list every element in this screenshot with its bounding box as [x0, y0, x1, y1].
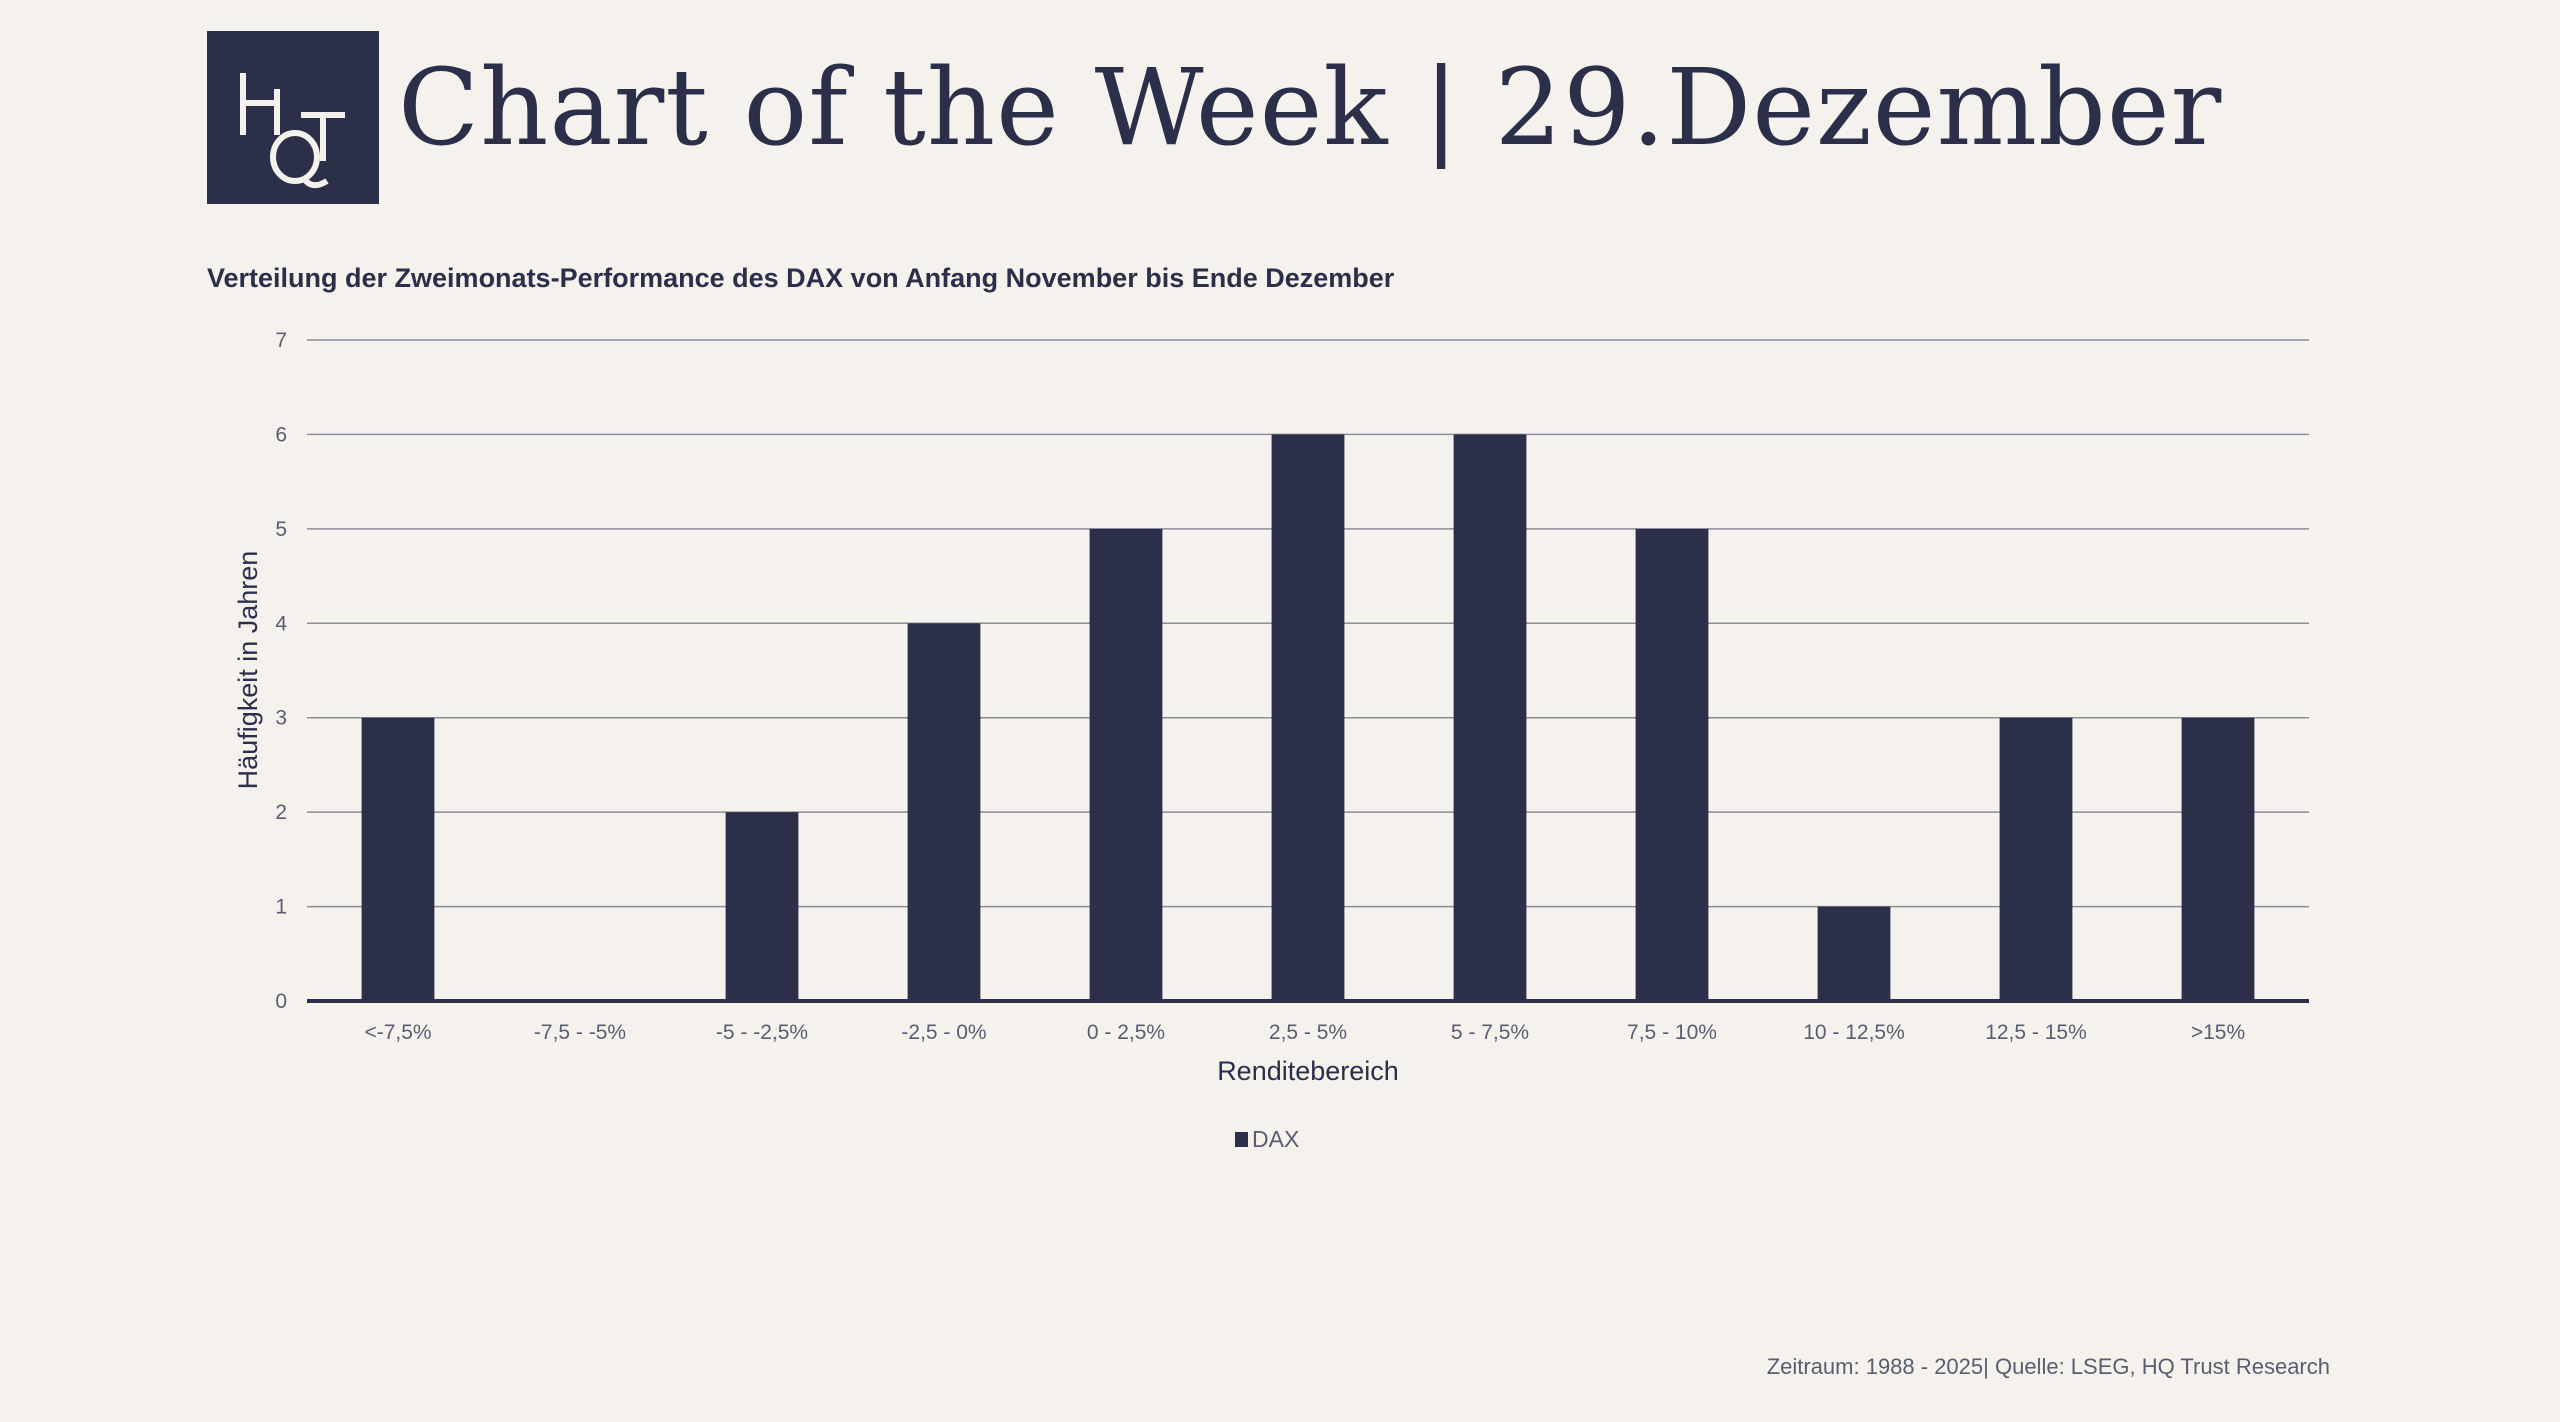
chart-title: Verteilung der Zweimonats-Performance de… — [207, 263, 1395, 293]
x-tick-label: 12,5 - 15% — [1985, 1021, 2087, 1044]
y-tick-label: 2 — [275, 801, 287, 824]
x-tick-label: -7,5 - -5% — [534, 1021, 626, 1044]
x-tick-label: -2,5 - 0% — [901, 1021, 986, 1044]
bar-2 — [725, 812, 799, 1001]
bar-3 — [907, 623, 981, 1001]
x-tick-label: 5 - 7,5% — [1451, 1021, 1529, 1044]
y-tick-label: 3 — [275, 707, 287, 730]
y-tick-label: 6 — [275, 423, 287, 446]
legend-swatch — [1235, 1132, 1248, 1147]
y-tick-label: 5 — [275, 518, 287, 541]
bar-6 — [1453, 434, 1527, 1001]
x-tick-label: -5 - -2,5% — [716, 1021, 808, 1044]
hqt-logo — [207, 31, 379, 204]
x-tick-label: 2,5 - 5% — [1269, 1021, 1347, 1044]
x-tick-label: 0 - 2,5% — [1087, 1021, 1165, 1044]
x-axis-title: Renditebereich — [1217, 1056, 1399, 1086]
bar-0 — [361, 717, 435, 1001]
bar-4 — [1089, 528, 1163, 1001]
y-tick-label: 1 — [275, 896, 287, 919]
y-axis-title: Häufigkeit in Jahren — [233, 551, 263, 790]
bar-8 — [1817, 906, 1891, 1001]
bar-9 — [1999, 717, 2073, 1001]
x-tick-label: 10 - 12,5% — [1803, 1021, 1905, 1044]
y-tick-label: 7 — [275, 329, 287, 352]
page-title: Chart of the Week | 29.Dezember — [398, 46, 2223, 169]
y-tick-label: 0 — [275, 990, 287, 1013]
bar-5 — [1271, 434, 1345, 1001]
bar-10 — [2181, 717, 2255, 1001]
bar-7 — [1635, 528, 1709, 1001]
x-tick-label: >15% — [2191, 1021, 2245, 1044]
y-tick-label: 4 — [275, 612, 287, 635]
x-tick-label: <-7,5% — [364, 1021, 431, 1044]
source-note: Zeitraum: 1988 - 2025| Quelle: LSEG, HQ … — [1766, 1354, 2330, 1379]
legend-label: DAX — [1252, 1126, 1299, 1152]
x-tick-label: 7,5 - 10% — [1627, 1021, 1717, 1044]
